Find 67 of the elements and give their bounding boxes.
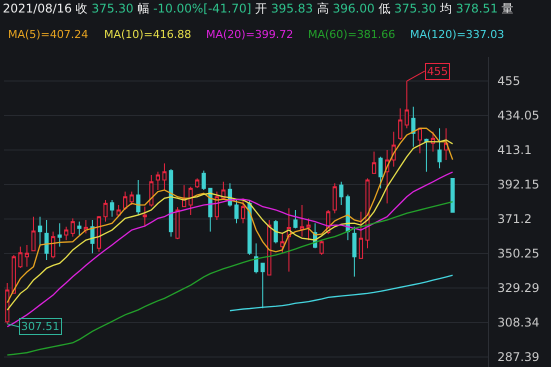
candlestick xyxy=(130,191,134,206)
candlestick xyxy=(254,242,258,274)
candlestick xyxy=(202,170,206,191)
candlestick xyxy=(188,186,193,216)
candlestick xyxy=(450,178,455,213)
text: MA(5)=407.24 xyxy=(8,28,88,41)
candlestick xyxy=(162,162,167,191)
candlestick xyxy=(51,231,56,259)
candlestick xyxy=(142,206,147,228)
candlestick xyxy=(339,181,344,206)
candlestick xyxy=(437,128,442,169)
candlestick xyxy=(332,182,337,214)
candlestick xyxy=(293,209,298,229)
candlestick xyxy=(240,198,246,224)
annotation: 455 xyxy=(427,65,448,78)
candlestick xyxy=(352,226,356,278)
candlestick xyxy=(12,254,16,294)
y-tick-label: 413.1 xyxy=(497,143,532,158)
y-tick-label: 371.2 xyxy=(497,212,532,226)
candlestick xyxy=(274,219,278,244)
chart-title: 2021/08/16 收 375.30 幅 -10.00%[-41.70] 开 395.83 高 396.00 低 375.30 均 378.51 量 xyxy=(2,1,514,16)
candlestick xyxy=(24,244,30,268)
candlestick xyxy=(38,216,42,248)
candlestick xyxy=(358,211,364,259)
candlestick xyxy=(156,171,160,191)
candlestick xyxy=(424,138,429,172)
candlestick xyxy=(418,128,422,154)
candlestick xyxy=(195,178,200,189)
line-series xyxy=(229,274,454,312)
candlestick xyxy=(306,218,311,241)
text: MA(60)=381.66 xyxy=(308,28,396,41)
candlestick xyxy=(44,219,49,260)
candlestick xyxy=(58,222,62,248)
candlestick xyxy=(77,221,82,236)
candlestick xyxy=(103,200,108,222)
candlestick xyxy=(70,218,75,238)
candlestick xyxy=(84,219,88,234)
candlestick xyxy=(234,200,239,224)
candlestick xyxy=(300,204,304,238)
text: MA(20)=399.72 xyxy=(206,28,294,41)
candlestick xyxy=(5,282,10,324)
candlestick xyxy=(398,108,402,140)
y-tick-label: 455 xyxy=(497,74,520,88)
candlestick xyxy=(280,232,284,254)
candlestick xyxy=(267,219,272,276)
y-tick-label: 350.25 xyxy=(497,246,540,261)
candlestick xyxy=(136,179,140,216)
candlestick xyxy=(175,206,180,240)
candlestick xyxy=(18,246,22,269)
text: MA(10)=416.88 xyxy=(104,28,192,41)
candlestick xyxy=(64,226,68,241)
candlestick xyxy=(123,191,128,210)
candlestick xyxy=(372,151,376,174)
annotation: 307.51 xyxy=(21,320,60,333)
candlestick xyxy=(378,156,383,189)
y-tick-label: 287.39 xyxy=(497,350,540,364)
candlestick xyxy=(411,106,416,148)
candlestick xyxy=(110,200,114,218)
y-tick-label: 329.29 xyxy=(497,281,540,296)
candlestick xyxy=(260,262,265,309)
y-tick-label: 434.05 xyxy=(497,108,540,123)
candlestick xyxy=(31,216,36,252)
line-series xyxy=(6,201,454,356)
y-tick-label: 392.15 xyxy=(497,178,540,192)
y-tick-label: 308.34 xyxy=(497,316,540,330)
candlestick xyxy=(320,240,324,256)
text: MA(120)=337.03 xyxy=(410,28,504,41)
